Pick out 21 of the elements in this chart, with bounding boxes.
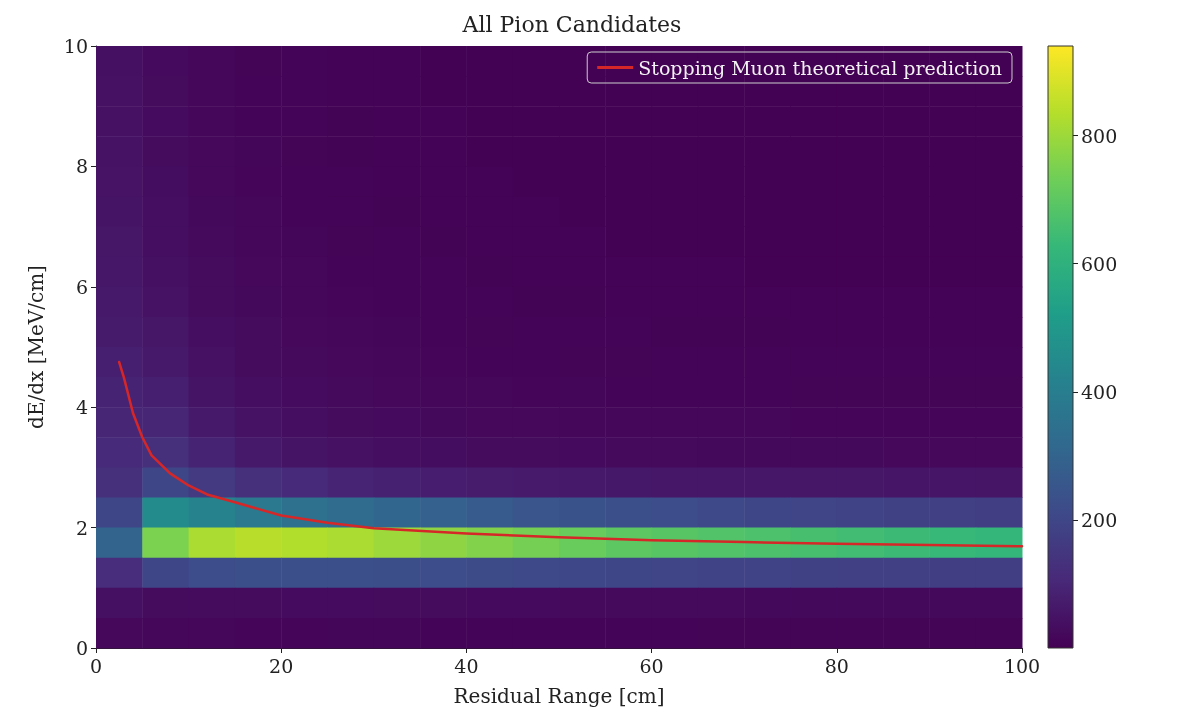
x-tick-label: 0	[89, 654, 103, 677]
line-series	[117, 360, 1024, 548]
color-bar-label: 600	[1081, 252, 1118, 275]
y-tick-label: 0	[75, 637, 88, 659]
y-tick-label: 10	[63, 35, 88, 57]
y-tick-label: 6	[75, 275, 88, 298]
y-tick-label: 4	[75, 396, 88, 419]
y-axis-title: dE/dx [MeV/cm]	[24, 265, 48, 429]
x-tick-label: 100	[1003, 654, 1041, 677]
x-tick-label: 20	[269, 654, 294, 677]
x-tick-label: 60	[639, 654, 664, 677]
x-axis-title: Residual Range [cm]	[453, 684, 665, 708]
x-tick-label: 80	[824, 654, 849, 677]
color-bar-label: 400	[1081, 380, 1118, 403]
y-tick-label: 8	[75, 155, 88, 178]
chart-title: All Pion Candidates	[461, 11, 682, 37]
y-tick-label: 2	[75, 516, 88, 539]
text: Stopping Muon theoretical prediction	[638, 56, 1003, 79]
x-tick-label: 40	[454, 654, 479, 677]
color-bar-label: 800	[1081, 124, 1118, 147]
color-bar-label: 200	[1081, 508, 1118, 531]
